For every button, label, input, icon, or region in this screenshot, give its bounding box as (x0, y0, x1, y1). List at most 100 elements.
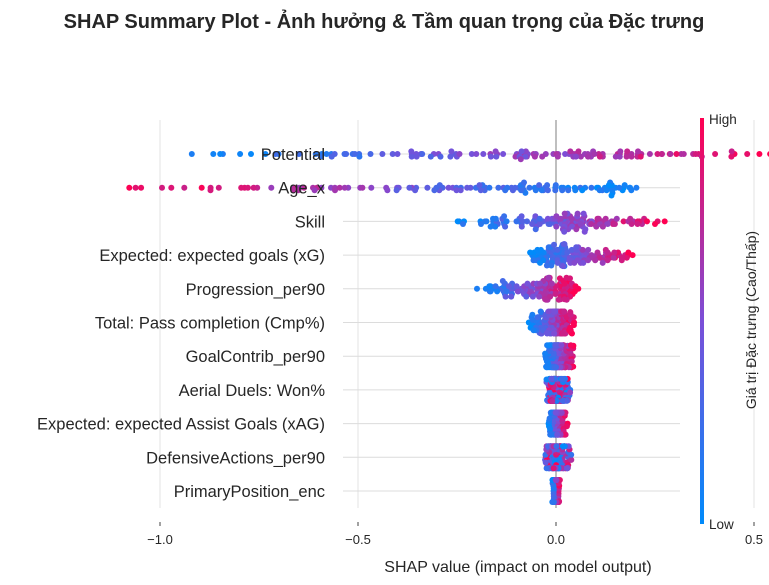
shap-point (577, 221, 584, 227)
feature-label: Age_x (278, 180, 326, 198)
shap-point (457, 187, 464, 194)
shap-point (524, 280, 531, 287)
chart-title: SHAP Summary Plot - Ảnh hưởng & Tầm quan… (64, 10, 705, 33)
shap-point (728, 148, 735, 155)
shap-point (248, 151, 254, 157)
shap-point (623, 254, 630, 261)
shap-point (159, 184, 165, 191)
shap-point (486, 283, 493, 290)
shap-point (573, 226, 580, 233)
x-tick-label: 0.0 (547, 532, 565, 547)
shap-point (548, 375, 555, 382)
shap-point (728, 153, 735, 160)
shap-point (250, 184, 257, 191)
shap-point (604, 249, 611, 256)
feature-label: Potential (261, 146, 325, 164)
shap-point (628, 153, 635, 160)
shap-point (512, 184, 519, 191)
shap-point (210, 151, 217, 157)
shap-point (561, 431, 568, 438)
shap-point (517, 156, 524, 163)
shap-point (482, 218, 489, 225)
shap-point (621, 182, 628, 189)
shap-point (494, 288, 501, 295)
shap-point (585, 246, 592, 253)
shap-point (384, 187, 391, 194)
shap-point (332, 187, 338, 194)
shap-point (558, 342, 565, 349)
shap-point (580, 259, 587, 266)
shap-point (652, 221, 658, 227)
shap-point (566, 327, 573, 334)
shap-point (627, 215, 634, 222)
shap-point (536, 221, 543, 227)
shap-point (553, 213, 560, 220)
shap-point (454, 218, 461, 225)
shap-point (563, 423, 570, 430)
shap-point (573, 153, 579, 160)
shap-point (406, 184, 413, 191)
shap-point (207, 187, 214, 194)
shap-point (445, 184, 452, 191)
shap-point (585, 153, 591, 160)
shap-point (532, 187, 539, 194)
shap-point (529, 221, 536, 227)
x-axis-ticks: −1.0 −0.5 0.0 0.5 (147, 522, 763, 547)
shap-point (608, 192, 615, 199)
shap-point (359, 184, 366, 191)
feature-label: Skill (295, 213, 325, 231)
feature-labels: Potential Age_x Skill Expected: expected go… (37, 146, 326, 501)
shap-point (523, 293, 530, 300)
shap-point (553, 364, 559, 371)
shap-point (447, 153, 454, 160)
shap-point (553, 397, 560, 404)
shap-point (579, 187, 586, 194)
shap-point (476, 182, 483, 189)
shap-point (588, 221, 595, 227)
shap-point (572, 283, 579, 290)
shap-point (215, 184, 222, 191)
shap-point (188, 151, 195, 157)
shap-point (616, 184, 623, 191)
shap-point (529, 293, 536, 300)
shap-point (272, 151, 279, 157)
shap-point (502, 223, 509, 230)
shap-point (563, 314, 570, 321)
shap-point (552, 187, 559, 194)
feature-label: Total: Pass completion (Cmp%) (95, 315, 325, 333)
feature-label: DefensiveActions_per90 (146, 449, 325, 467)
colorbar-title: Giá trị Đặc trưng (Cao/Thấp) (743, 231, 759, 409)
shap-point (522, 153, 529, 160)
shap-point (408, 148, 415, 155)
shap-point (599, 259, 606, 266)
shap-point (633, 184, 640, 191)
shap-point (567, 342, 574, 349)
shap-point (543, 355, 549, 362)
feature-label: GoalContrib_per90 (186, 348, 325, 366)
shap-point (595, 215, 602, 222)
shap-point (504, 184, 511, 191)
shap-point (312, 151, 319, 157)
shap-point (592, 257, 599, 264)
shap-point (544, 215, 551, 222)
shap-point (605, 182, 612, 189)
shap-point (561, 296, 568, 303)
feature-label: Expected: expected goals (xG) (99, 247, 325, 265)
shap-point (552, 182, 559, 189)
shap-point (487, 288, 494, 295)
shap-point (544, 187, 551, 194)
x-tick-label: −1.0 (147, 532, 173, 547)
shap-point (620, 218, 627, 225)
shap-point (567, 309, 574, 316)
shap-point (181, 184, 188, 191)
shap-point (744, 151, 751, 157)
shap-point (389, 151, 396, 157)
shap-point (549, 397, 556, 404)
shap-point (351, 151, 358, 157)
shap-point (616, 153, 623, 160)
shap-point (318, 184, 325, 191)
shap-point (460, 221, 466, 227)
shap-point (551, 241, 557, 248)
shap-point (412, 187, 419, 194)
shap-point (394, 151, 401, 157)
